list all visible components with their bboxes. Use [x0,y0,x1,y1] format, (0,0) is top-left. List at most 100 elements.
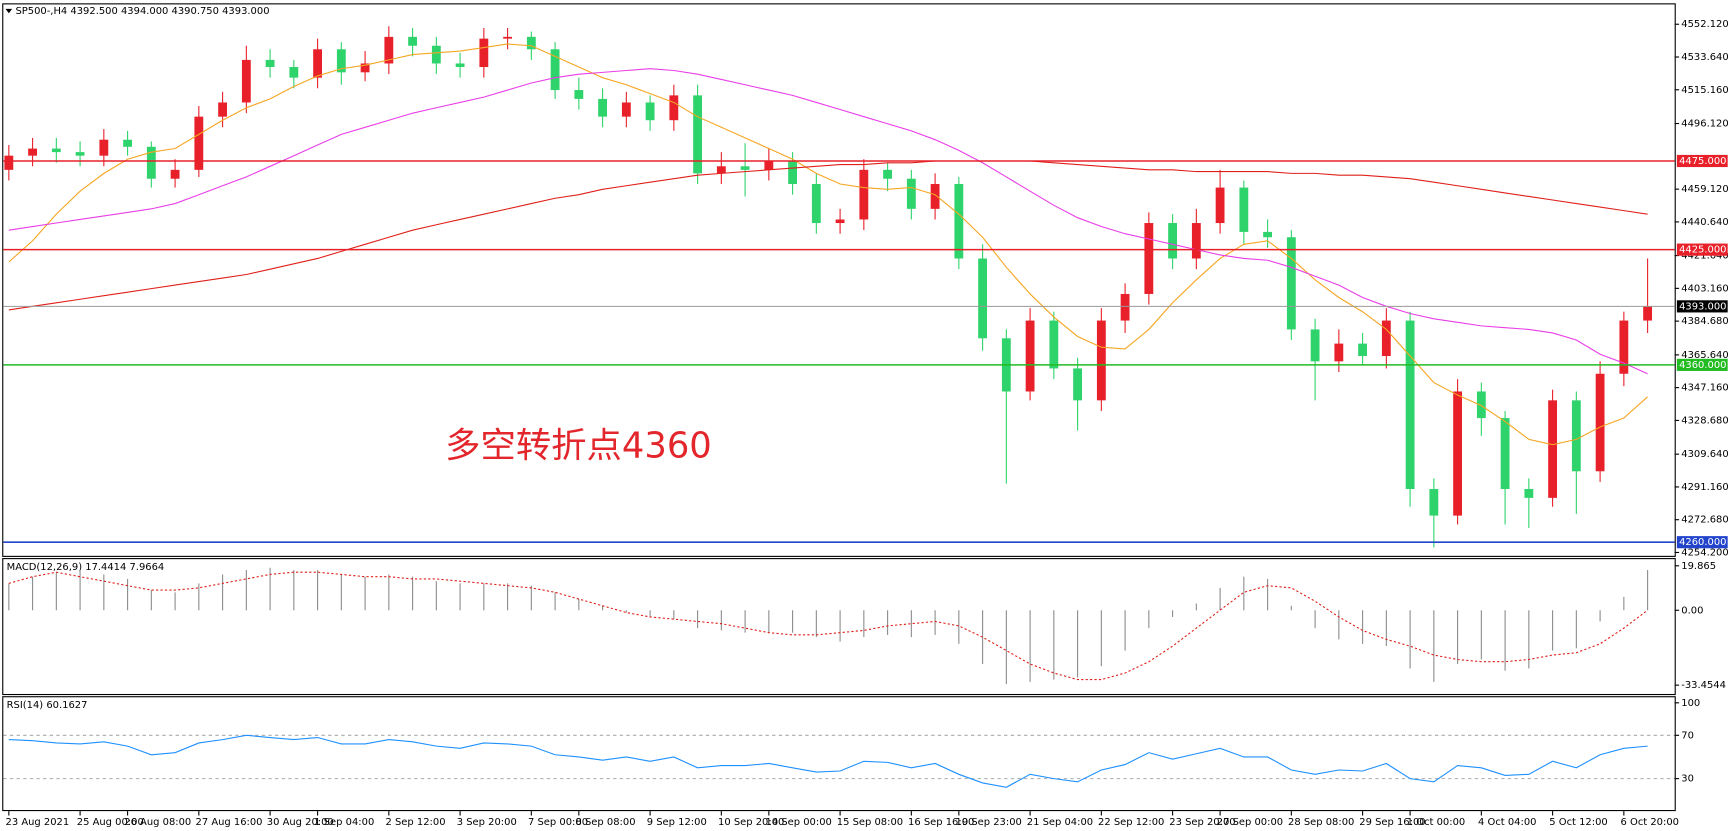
y-tick-label: 4533.640 [1681,52,1728,63]
candle-body [906,178,916,209]
x-tick-label: 14 Sep 00:00 [766,817,832,828]
candle-body [431,45,441,64]
y-tick-label: 70 [1681,730,1694,741]
candle-body [384,36,394,64]
x-tick-label: 16 Sep 16:00 [908,817,974,828]
y-tick-label: 100 [1681,698,1700,709]
x-tick-label: 28 Sep 08:00 [1288,817,1354,828]
x-tick-label: 4 Oct 04:00 [1478,817,1536,828]
candle-body [218,102,228,117]
price-level-label: 4475.000 [1679,156,1726,167]
x-tick-label: 2 Sep 12:00 [386,817,446,828]
candle-body [1476,391,1486,419]
candle-body [859,169,869,220]
x-tick-label: 26 Aug 08:00 [124,817,191,828]
candle-body [716,166,726,174]
x-tick-label: 22 Sep 12:00 [1098,817,1164,828]
candle-body [146,146,156,179]
candle-body [883,169,893,179]
y-tick-label: 4254.200 [1681,547,1728,558]
candle-body [788,160,798,185]
candle-body [1643,306,1653,321]
price-panel-frame [2,3,1676,557]
candle-body [526,36,536,50]
candle-body [1334,343,1344,362]
candle-body [669,95,679,121]
x-tick-label: 5 Oct 12:00 [1549,817,1607,828]
y-tick-label: 19.865 [1681,561,1716,572]
macd-signal-line [8,571,1648,681]
candle-body [1571,400,1581,472]
rsi-title: RSI(14) 60.1627 [7,700,88,711]
candle-body [1025,320,1035,392]
macd-panel-frame [2,558,1676,696]
candle-body [99,139,109,156]
x-tick-label: 25 Aug 00:00 [77,817,144,828]
candle-body [1168,223,1178,259]
y-tick-label: 4291.160 [1681,482,1728,493]
candle-body [265,59,275,68]
candle-body [1524,488,1534,498]
candle-body [1215,187,1225,224]
candle-body [598,98,608,117]
candle-body [835,219,845,224]
symbol-menu-arrow[interactable] [5,8,13,14]
price-level-tag [1676,300,1728,313]
candle-body [408,36,418,46]
candle-body [1191,223,1201,259]
candle-body [764,160,774,170]
candle-body [455,63,465,68]
candle-body [289,67,299,78]
candle-body [1144,223,1154,294]
y-tick-label: 4384.680 [1681,316,1728,327]
x-tick-label: 1 Oct 00:00 [1407,817,1465,828]
candle-body [1381,320,1391,357]
candle-body [1263,231,1273,238]
y-tick-label: 4552.120 [1681,19,1728,30]
y-tick-label: 4403.160 [1681,283,1728,294]
candle-body [1595,373,1605,472]
candle-body [1239,187,1249,232]
candle-body [479,38,489,68]
candle-body [503,36,513,39]
y-tick-label: 4440.640 [1681,217,1728,228]
x-tick-label: 6 Oct 20:00 [1621,817,1679,828]
y-tick-label: 4328.680 [1681,415,1728,426]
price-level-tag [1676,358,1728,371]
price-level-label: 4360.000 [1679,360,1726,371]
candle-body [313,49,323,78]
candle-body [336,49,346,73]
symbol-header: SP500-,H4 4392.500 4394.000 4390.750 439… [15,6,269,17]
price-level-label: 4425.000 [1679,245,1726,256]
x-tick-label: 1 Sep 04:00 [314,817,374,828]
rsi-line [8,734,1648,788]
candle-body [1619,320,1629,374]
candle-body [1500,418,1510,489]
candle-body [360,63,370,73]
candle-body [123,139,133,147]
x-tick-label: 23 Aug 2021 [6,817,70,828]
candle-body [954,184,964,259]
y-tick-label: 4365.640 [1681,350,1728,361]
candle-body [1453,391,1463,516]
candle-body [550,49,560,91]
x-tick-label: 29 Sep 16:00 [1359,817,1425,828]
x-tick-label: 8 Sep 08:00 [576,817,636,828]
candle-body [1120,293,1130,321]
candle-body [241,59,251,103]
y-tick-label: 4515.160 [1681,85,1728,96]
x-tick-label: 19 Sep 23:00 [956,817,1022,828]
y-tick-label: 30 [1681,774,1694,785]
candle-body [75,152,85,156]
candle-body [1049,320,1059,369]
candle-body [1358,343,1368,357]
y-tick-label: 4496.120 [1681,119,1728,130]
y-tick-label: 0.00 [1681,605,1703,616]
y-tick-label: 4459.120 [1681,184,1728,195]
x-tick-label: 21 Sep 04:00 [1027,817,1093,828]
y-tick-label: 4421.640 [1681,251,1728,262]
candle-body [1548,400,1558,498]
y-tick-label: -33.4544 [1681,680,1726,691]
x-tick-label: 3 Sep 20:00 [457,817,517,828]
